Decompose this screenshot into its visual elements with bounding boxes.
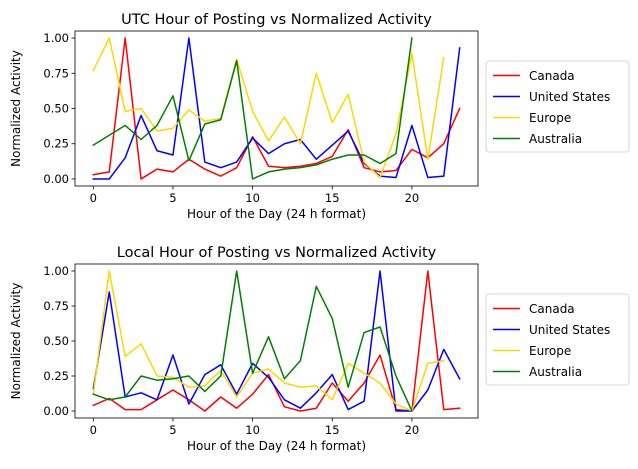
utc-x-tick-label: 5: [169, 191, 176, 205]
local-x-tick-label: 0: [90, 423, 97, 437]
utc-x-tick-label: 10: [245, 191, 260, 205]
utc-legend-box: [485, 60, 630, 153]
local-x-tick-label: 10: [245, 423, 260, 437]
local-series-line-canada: [92, 270, 461, 412]
local-legend-label: United States: [529, 323, 610, 337]
local-legend-box: [485, 293, 630, 386]
local-y-tick-label: 1.00: [43, 264, 69, 278]
utc-series-line-australia: [92, 37, 413, 180]
local-y-tick-label: 0.00: [43, 404, 69, 418]
utc-legend-label: United States: [529, 90, 610, 104]
utc-x-axis-label: Hour of the Day (24 h format): [187, 207, 366, 221]
local-series-line-united-states: [92, 270, 461, 412]
local-series-line-australia: [92, 270, 413, 412]
utc-y-tick-label: 0.00: [43, 172, 69, 186]
utc-chart-title: UTC Hour of Posting vs Normalized Activi…: [121, 12, 432, 28]
utc-series-line-europe: [92, 37, 445, 179]
utc-y-tick-label: 0.25: [43, 137, 69, 151]
utc-legend-label: Canada: [529, 69, 575, 83]
local-x-tick-label: 20: [405, 423, 420, 437]
utc-legend: Canada United States Europe Australia: [485, 60, 630, 153]
utc-legend-label: Europe: [529, 111, 571, 125]
utc-legend-label: Australia: [529, 132, 582, 146]
local-chart: Local Hour of Posting vs Normalized Acti…: [9, 245, 630, 453]
local-legend-label: Australia: [529, 365, 582, 379]
utc-chart: UTC Hour of Posting vs Normalized Activi…: [9, 12, 630, 221]
local-series-line-europe: [92, 270, 445, 412]
utc-x-tick-label: 20: [405, 191, 420, 205]
local-y-tick-label: 0.25: [43, 369, 69, 383]
utc-series-line-canada: [92, 37, 461, 180]
local-legend-label: Canada: [529, 302, 575, 316]
local-y-tick-label: 0.75: [43, 299, 69, 313]
utc-y-tick-label: 0.50: [43, 102, 69, 116]
local-x-tick-label: 15: [325, 423, 340, 437]
local-y-axis-label: Normalized Activity: [9, 283, 23, 400]
utc-y-tick-label: 1.00: [43, 31, 69, 45]
utc-y-axis-label: Normalized Activity: [9, 50, 23, 167]
local-x-axis-label: Hour of the Day (24 h format): [187, 439, 366, 453]
utc-plot-frame: [74, 30, 479, 187]
utc-y-tick-label: 0.75: [43, 66, 69, 80]
local-legend-label: Europe: [529, 344, 571, 358]
utc-x-tick-label: 0: [90, 191, 97, 205]
utc-x-tick-label: 15: [325, 191, 340, 205]
local-y-tick-label: 0.50: [43, 334, 69, 348]
local-x-tick-label: 5: [169, 423, 176, 437]
local-chart-title: Local Hour of Posting vs Normalized Acti…: [117, 245, 437, 261]
utc-series-line-united-states: [92, 37, 461, 180]
local-legend: Canada United States Europe Australia: [485, 293, 630, 386]
